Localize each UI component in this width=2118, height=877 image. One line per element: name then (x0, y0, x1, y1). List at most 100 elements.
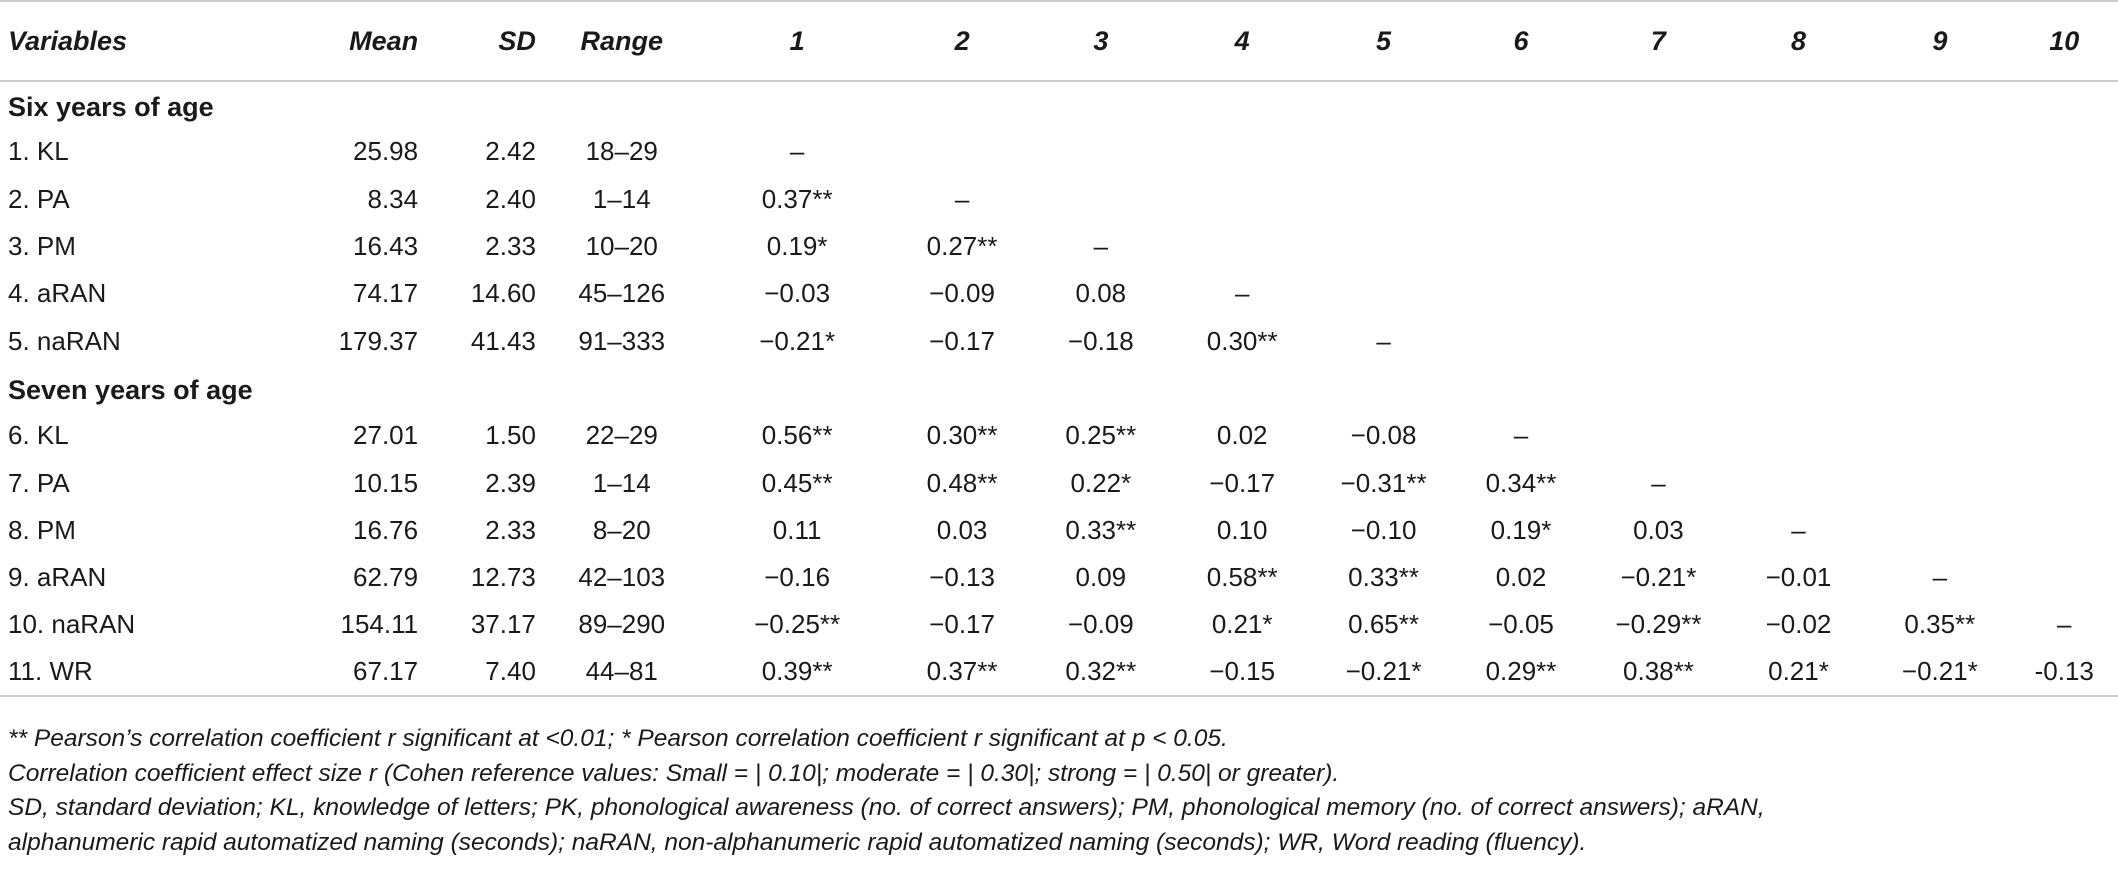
header-col-6: 6 (1452, 0, 1590, 82)
corr-cell-1: 0.56** (761, 420, 833, 451)
range-cell: 10–20 (585, 231, 658, 262)
corr-cell-6 (1453, 270, 1589, 317)
corr-cell-10: – (2057, 609, 2072, 640)
corr-cell-5 (1314, 223, 1453, 270)
corr-cell-9 (1869, 412, 2010, 459)
corr-cell-2: 0.37** (892, 648, 1032, 697)
corr-cell-2: 0.03 (936, 514, 988, 545)
mean-cell: 16.43 (353, 231, 419, 262)
corr-cell-10 (2011, 223, 2118, 270)
corr-cell-2: 0.48** (926, 467, 998, 498)
corr-cell-3: 0.22* (1070, 467, 1132, 498)
mean-cell: 179.37 (338, 325, 419, 356)
range-cell: 42–103 (578, 562, 666, 593)
table-row: 4. aRAN 74.17 14.60 45–126 −0.03 −0.09 0.08 – (0, 270, 2118, 317)
corr-cell-10 (2011, 507, 2118, 554)
header-range: Range (541, 0, 702, 82)
header-col-1: 1 (701, 0, 893, 82)
range-cell: 22–29 (585, 420, 658, 451)
corr-cell-7 (1589, 317, 1728, 364)
corr-cell-3 (1031, 128, 1170, 175)
corr-cell-3: −0.09 (1067, 609, 1134, 640)
corr-cell-3: 0.08 (1075, 278, 1127, 309)
corr-cell-6 (1453, 223, 1589, 270)
variable-cell: 5. naRAN (8, 325, 121, 356)
header-col-9: 9 (1869, 0, 2011, 82)
mean-cell: 27.01 (353, 420, 419, 451)
corr-cell-9 (1869, 317, 2010, 364)
corr-cell-6: −0.05 (1488, 609, 1554, 640)
corr-cell-1: −0.03 (764, 278, 831, 309)
section-header-row: Seven years of age (0, 365, 2118, 412)
corr-cell-6: – (1513, 420, 1529, 451)
section-title: Seven years of age (8, 374, 253, 405)
corr-cell-6 (1453, 176, 1589, 223)
variable-cell: 8. PM (8, 514, 76, 545)
mean-cell: 10.15 (353, 467, 419, 498)
corr-cell-8: −0.01 (1765, 562, 1832, 593)
corr-cell-6 (1453, 317, 1589, 364)
corr-cell-1: 0.19* (766, 231, 828, 262)
corr-cell-8 (1728, 128, 1869, 175)
variable-cell: 9. aRAN (8, 562, 107, 593)
corr-cell-1: – (789, 136, 805, 167)
corr-cell-5 (1314, 176, 1453, 223)
mean-cell: 25.98 (353, 136, 419, 167)
corr-cell-7 (1589, 412, 1728, 459)
corr-cell-3: 0.33** (1065, 514, 1137, 545)
header-col-3: 3 (1031, 0, 1171, 82)
header-row: Variables Mean SD Range 1 2 3 4 5 6 7 8 … (0, 0, 2118, 82)
corr-cell-5: 0.65** (1348, 609, 1419, 640)
header-sd: SD (424, 0, 542, 82)
corr-cell-7 (1589, 128, 1728, 175)
range-cell: 91–333 (578, 325, 666, 356)
corr-cell-9 (1869, 223, 2010, 270)
corr-cell-7: 0.03 (1633, 514, 1684, 545)
corr-cell-8 (1728, 270, 1869, 317)
sd-cell: 2.39 (485, 467, 536, 498)
corr-cell-4: −0.17 (1209, 467, 1276, 498)
corr-cell-10 (2011, 128, 2118, 175)
corr-cell-8 (1728, 176, 1869, 223)
sd-cell: 14.60 (470, 278, 536, 309)
corr-cell-4: 0.21* (1211, 609, 1273, 640)
table-header: Variables Mean SD Range 1 2 3 4 5 6 7 8 … (0, 0, 2118, 82)
variable-cell: 11. WR (0, 648, 304, 697)
sd-cell: 41.43 (470, 325, 536, 356)
corr-cell-7: 0.38** (1589, 648, 1728, 697)
corr-cell-10 (2011, 270, 2118, 317)
corr-cell-2: −0.17 (929, 325, 995, 356)
sd-cell: 2.33 (485, 231, 536, 262)
corr-cell-9: 0.35** (1904, 609, 1976, 640)
sd-cell: 2.40 (485, 183, 536, 214)
correlation-table: Variables Mean SD Range 1 2 3 4 5 6 7 8 … (0, 0, 2118, 697)
mean-cell: 67.17 (303, 648, 425, 697)
table-footnotes: ** Pearson’s correlation coefficient r s… (8, 722, 2108, 860)
table-row: 1. KL 25.98 2.42 18–29 – (0, 128, 2118, 175)
corr-cell-6 (1453, 128, 1589, 175)
corr-cell-10 (2011, 317, 2118, 364)
range-cell: 1–14 (592, 183, 651, 214)
corr-cell-7: −0.21* (1620, 562, 1697, 593)
table-row: 2. PA 8.34 2.40 1–14 0.37** – (0, 176, 2118, 223)
header-col-5: 5 (1314, 0, 1453, 82)
sd-cell: 12.73 (470, 562, 536, 593)
range-cell: 44–81 (541, 648, 702, 697)
header-col-8: 8 (1727, 0, 1870, 82)
corr-cell-3: 0.09 (1075, 562, 1127, 593)
footnote-effect-size: Correlation coefficient effect size r (C… (8, 759, 1340, 787)
corr-cell-4: −0.15 (1170, 648, 1315, 697)
corr-cell-2: 0.30** (926, 420, 998, 451)
variable-cell: 10. naRAN (8, 609, 136, 640)
corr-cell-6: 0.02 (1495, 562, 1547, 593)
corr-cell-8 (1728, 223, 1869, 270)
sd-cell: 7.40 (424, 648, 542, 697)
corr-cell-1: 0.11 (772, 514, 822, 545)
footnote-significance: ** Pearson’s correlation coefficient r s… (8, 725, 1228, 752)
corr-cell-2 (893, 128, 1032, 175)
table-row: 7. PA 10.15 2.39 1–14 0.45** 0.48** 0.22* −0.17… (0, 459, 2118, 506)
corr-cell-8: – (1791, 514, 1806, 545)
header-col-2: 2 (892, 0, 1032, 82)
corr-cell-1: −0.21* (759, 325, 836, 356)
